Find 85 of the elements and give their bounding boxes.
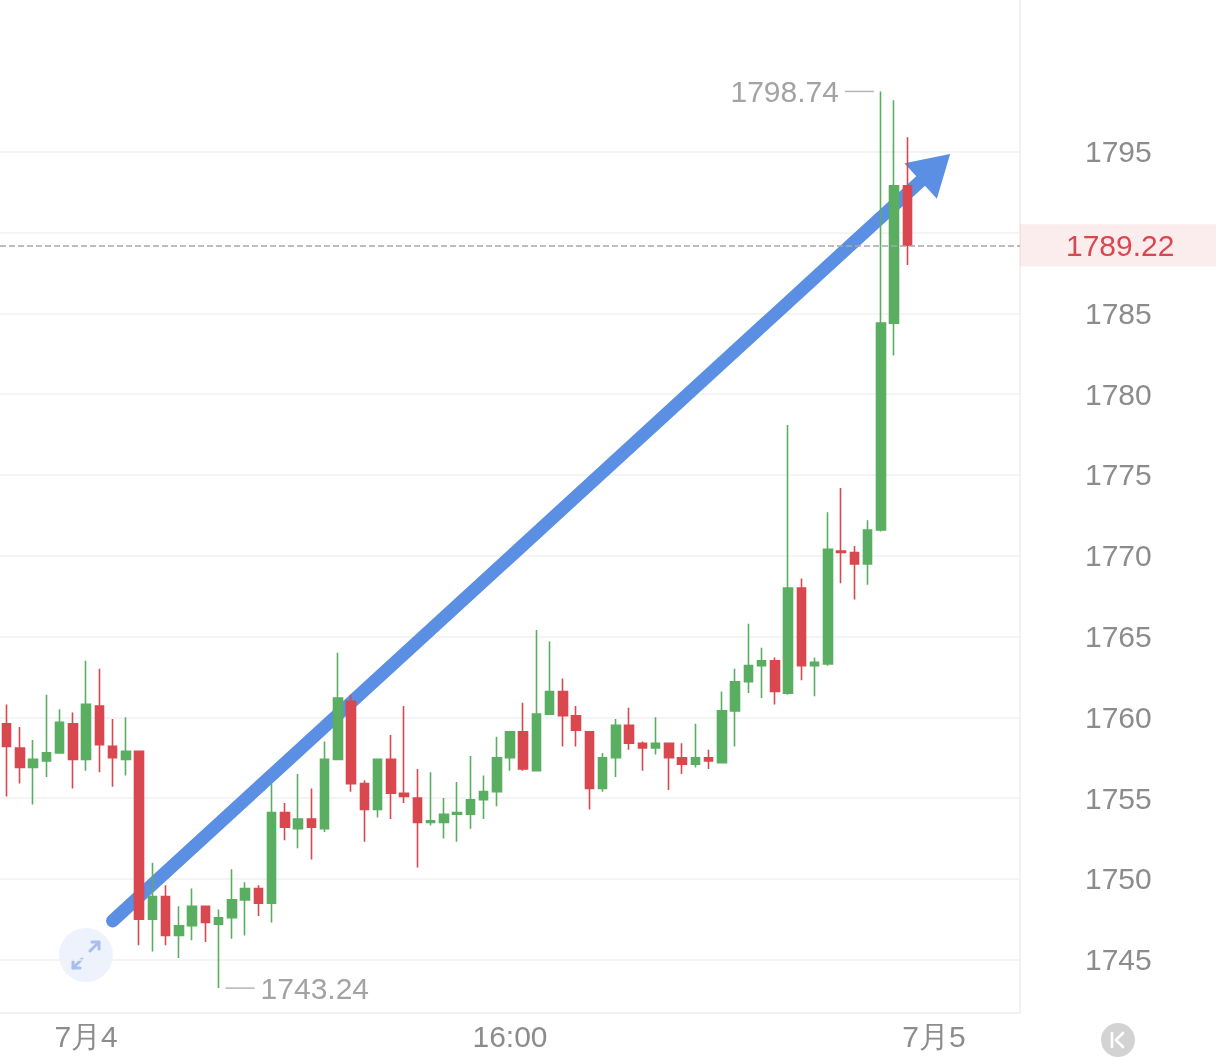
candlestick — [517, 702, 529, 772]
candlestick — [200, 905, 211, 943]
candlestick — [491, 735, 503, 807]
candlestick — [1, 703, 12, 798]
candlestick — [835, 487, 847, 585]
candlestick — [412, 768, 423, 869]
candlestick — [372, 758, 383, 819]
candlestick — [173, 905, 185, 959]
candlestick — [438, 797, 450, 840]
candlestick — [570, 705, 582, 748]
candlestick — [637, 740, 648, 772]
candlestick — [306, 787, 317, 861]
candlestick — [743, 622, 754, 694]
candlestick — [796, 577, 807, 681]
candlestick — [663, 742, 675, 791]
candlestick — [716, 690, 728, 764]
candlestick — [398, 705, 410, 804]
candlestick — [266, 782, 277, 924]
candlestick — [822, 511, 834, 667]
candlestick — [809, 656, 820, 698]
x-tick-label: 16:00 — [472, 1019, 548, 1053]
candlestick — [385, 734, 397, 820]
candlestick — [902, 136, 913, 266]
y-tick-label: 1750 — [1085, 862, 1152, 896]
candlestick — [226, 868, 238, 940]
candlestick — [319, 740, 330, 833]
candlestick — [862, 519, 873, 586]
y-tick-label: 1755 — [1085, 781, 1152, 815]
y-tick-label: 1795 — [1085, 135, 1152, 169]
y-tick-label: 1785 — [1085, 296, 1152, 330]
candlestick — [41, 693, 52, 778]
candlestick — [504, 731, 516, 772]
candlestick — [279, 802, 291, 841]
candlestick — [94, 668, 105, 774]
y-tick-label: 1775 — [1085, 458, 1152, 492]
candlestick — [676, 742, 688, 775]
annotation: 1743.24 — [260, 971, 370, 1005]
candlestick — [544, 640, 555, 715]
candlestick — [769, 656, 781, 706]
candlestick — [703, 748, 714, 770]
candlestick — [213, 908, 224, 989]
candlestick — [120, 716, 132, 777]
candlestick — [650, 716, 661, 756]
candlestick — [729, 668, 741, 748]
candlestick — [67, 711, 79, 790]
y-tick-label: 1745 — [1085, 943, 1152, 977]
candlestick — [80, 659, 92, 772]
candlestick — [875, 90, 887, 533]
candlestick — [690, 723, 701, 769]
y-tick-label: 1765 — [1085, 620, 1152, 654]
candlestick — [133, 750, 145, 946]
candlestick — [782, 424, 794, 696]
candlestick — [531, 629, 542, 772]
candlestick — [345, 693, 357, 793]
candlestick — [14, 726, 26, 785]
candlestick — [478, 774, 489, 820]
candlestick — [623, 706, 635, 751]
candlestick — [253, 884, 264, 917]
candlestick — [756, 647, 767, 699]
candlestick — [107, 718, 118, 788]
x-tick-label: 7月4 — [54, 1019, 118, 1053]
candlestick — [160, 884, 171, 946]
candlestick — [425, 771, 436, 827]
x-tick-label: 7月5 — [902, 1019, 966, 1053]
ref-line-label: 1789.22 — [1066, 228, 1175, 262]
y-tick-label: 1780 — [1085, 377, 1152, 411]
candlestick — [465, 755, 476, 830]
candlestick — [451, 781, 463, 843]
candlestick — [292, 773, 304, 850]
candlestick — [332, 651, 344, 761]
candlestick — [557, 677, 569, 748]
candlestick — [584, 731, 595, 811]
candlestick — [239, 881, 251, 937]
candlestick — [849, 545, 860, 601]
candlestick — [54, 708, 65, 754]
annotation: 1798.74 — [730, 74, 839, 108]
candlestick — [147, 861, 158, 953]
candlestick — [610, 718, 622, 778]
candlestick — [888, 99, 900, 357]
candlestick — [186, 887, 198, 942]
candlestick — [597, 752, 608, 793]
y-tick-label: 1760 — [1085, 700, 1152, 734]
candlestick — [359, 779, 370, 843]
candlestick — [27, 739, 39, 806]
y-tick-label: 1770 — [1085, 539, 1152, 573]
